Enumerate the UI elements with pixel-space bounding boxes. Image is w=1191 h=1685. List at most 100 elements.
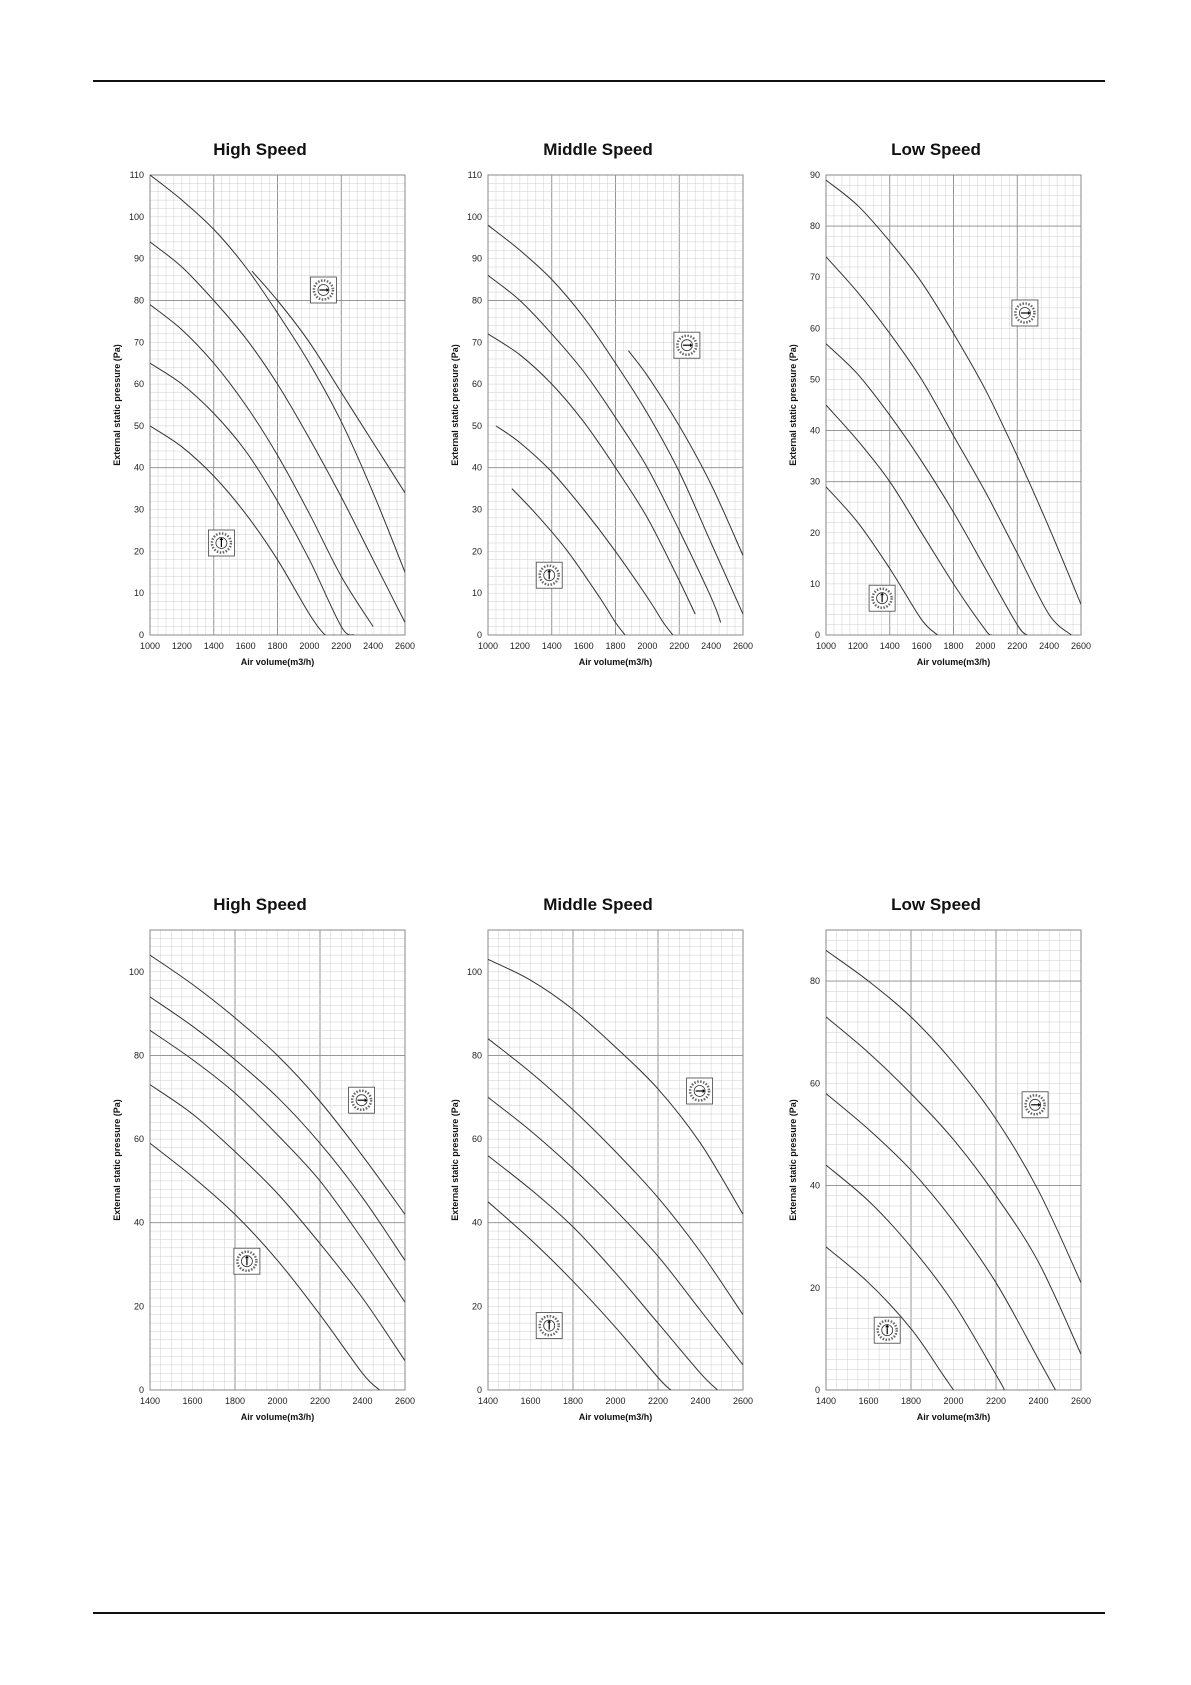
x-tick-label: 1200 — [848, 641, 868, 651]
chart-title: Low Speed — [891, 895, 981, 914]
y-tick-label: 40 — [810, 426, 820, 436]
y-axis-label: External static pressure (Pa) — [450, 1099, 460, 1221]
y-tick-label: 40 — [472, 463, 482, 473]
chart-title: High Speed — [213, 895, 307, 914]
grid — [825, 929, 1082, 1391]
curve-series-5 — [150, 175, 405, 573]
chart-6-low-speed: Low Speed 1400 1600 1800 2000 2200 2400 2600 0 2… — [776, 885, 1096, 1425]
curve-series-2 — [150, 362, 355, 635]
curve-series-6 — [627, 350, 743, 556]
grid — [487, 174, 744, 636]
curve-series-1 — [826, 1246, 954, 1390]
x-tick-label: 2600 — [395, 641, 415, 651]
curve-series-4 — [150, 241, 405, 623]
curve-series-3 — [150, 1029, 405, 1303]
y-tick-label: 20 — [134, 1301, 144, 1311]
x-tick-label: 2400 — [1039, 641, 1059, 651]
curve-series-3 — [488, 1096, 743, 1366]
dial-switch-icon — [208, 529, 235, 557]
plot-frame — [149, 929, 406, 1391]
x-tick-label: 2600 — [733, 641, 753, 651]
dial-switch-icon — [873, 1316, 901, 1344]
y-tick-label: 10 — [472, 588, 482, 598]
dial-switch-icon — [535, 561, 563, 589]
y-tick-label: 60 — [810, 1078, 820, 1088]
y-tick-label: 100 — [467, 967, 482, 977]
x-tick-label: 1000 — [140, 641, 160, 651]
y-tick-label: 10 — [134, 588, 144, 598]
x-tick-label: 1800 — [225, 1396, 245, 1406]
dial-switch-icon — [1021, 1091, 1049, 1119]
x-tick-label: 1800 — [901, 1396, 921, 1406]
y-tick-label: 60 — [810, 323, 820, 333]
x-tick-label: 2400 — [690, 1396, 710, 1406]
y-tick-label: 20 — [472, 546, 482, 556]
y-tick-label: 90 — [810, 170, 820, 180]
y-tick-label: 80 — [810, 976, 820, 986]
curve-series-4 — [826, 256, 1072, 635]
x-tick-label: 1800 — [605, 641, 625, 651]
y-tick-label: 50 — [472, 421, 482, 431]
x-tick-label: 1600 — [182, 1396, 202, 1406]
y-axis-label: External static pressure (Pa) — [112, 344, 122, 466]
curve-series-4 — [488, 1038, 743, 1315]
x-axis-label: Air volume(m3/h) — [579, 1412, 653, 1422]
x-tick-label: 1400 — [880, 641, 900, 651]
curve-series-2 — [488, 1155, 718, 1390]
plot-frame — [487, 174, 744, 636]
curve-series-3 — [488, 333, 696, 615]
x-tick-label: 2200 — [1007, 641, 1027, 651]
x-tick-label: 2000 — [299, 641, 319, 651]
curve-series-1 — [150, 425, 335, 635]
x-tick-label: 2400 — [1028, 1396, 1048, 1406]
y-tick-label: 0 — [139, 1385, 144, 1395]
dial-switch-icon — [348, 1086, 376, 1114]
y-tick-label: 100 — [129, 967, 144, 977]
dial-switch-icon — [868, 584, 896, 612]
y-tick-label: 70 — [810, 272, 820, 282]
curve-series-1 — [826, 486, 938, 635]
curve-series-1 — [511, 488, 626, 635]
x-tick-label: 2000 — [975, 641, 995, 651]
y-tick-label: 90 — [472, 254, 482, 264]
curves — [826, 179, 1081, 635]
x-tick-label: 1400 — [140, 1396, 160, 1406]
x-tick-label: 2200 — [310, 1396, 330, 1406]
chart-title: Low Speed — [891, 140, 981, 159]
chart-4-svg: 1400 1600 1800 2000 2200 2400 2600 0 20 40 60 80 100… — [112, 929, 415, 1422]
x-tick-label: 1800 — [943, 641, 963, 651]
y-tick-label: 80 — [134, 295, 144, 305]
y-tick-label: 0 — [477, 630, 482, 640]
curve-series-2 — [826, 404, 993, 635]
y-tick-label: 20 — [810, 528, 820, 538]
curve-series-5 — [488, 958, 743, 1215]
grid — [487, 929, 744, 1391]
x-tick-label: 1400 — [542, 641, 562, 651]
y-tick-label: 100 — [129, 212, 144, 222]
curve-series-3 — [826, 1093, 1056, 1390]
x-tick-label: 2400 — [363, 641, 383, 651]
curve-series-4 — [488, 275, 722, 623]
curves — [150, 175, 405, 635]
y-tick-label: 60 — [472, 1134, 482, 1144]
y-tick-label: 20 — [810, 1283, 820, 1293]
x-tick-label: 1000 — [816, 641, 836, 651]
x-tick-label: 1600 — [236, 641, 256, 651]
plot-frame — [149, 174, 406, 636]
y-tick-label: 70 — [134, 337, 144, 347]
grid — [149, 929, 406, 1391]
x-axis-label: Air volume(m3/h) — [917, 657, 991, 667]
y-tick-label: 80 — [810, 221, 820, 231]
x-tick-label: 2200 — [331, 641, 351, 651]
x-axis-label: Air volume(m3/h) — [579, 657, 653, 667]
chart-2-svg: 1000 1200 1400 1600 1800 2000 2200 2400 2600 0 10 2… — [450, 170, 753, 667]
x-tick-label: 1600 — [858, 1396, 878, 1406]
chart-title: Middle Speed — [543, 140, 653, 159]
y-tick-label: 30 — [810, 477, 820, 487]
y-tick-label: 100 — [467, 212, 482, 222]
y-axis-label: External static pressure (Pa) — [788, 1099, 798, 1221]
x-tick-label: 2000 — [605, 1396, 625, 1406]
curve-series-1 — [488, 1201, 672, 1390]
x-tick-label: 1400 — [816, 1396, 836, 1406]
y-tick-label: 60 — [134, 1134, 144, 1144]
